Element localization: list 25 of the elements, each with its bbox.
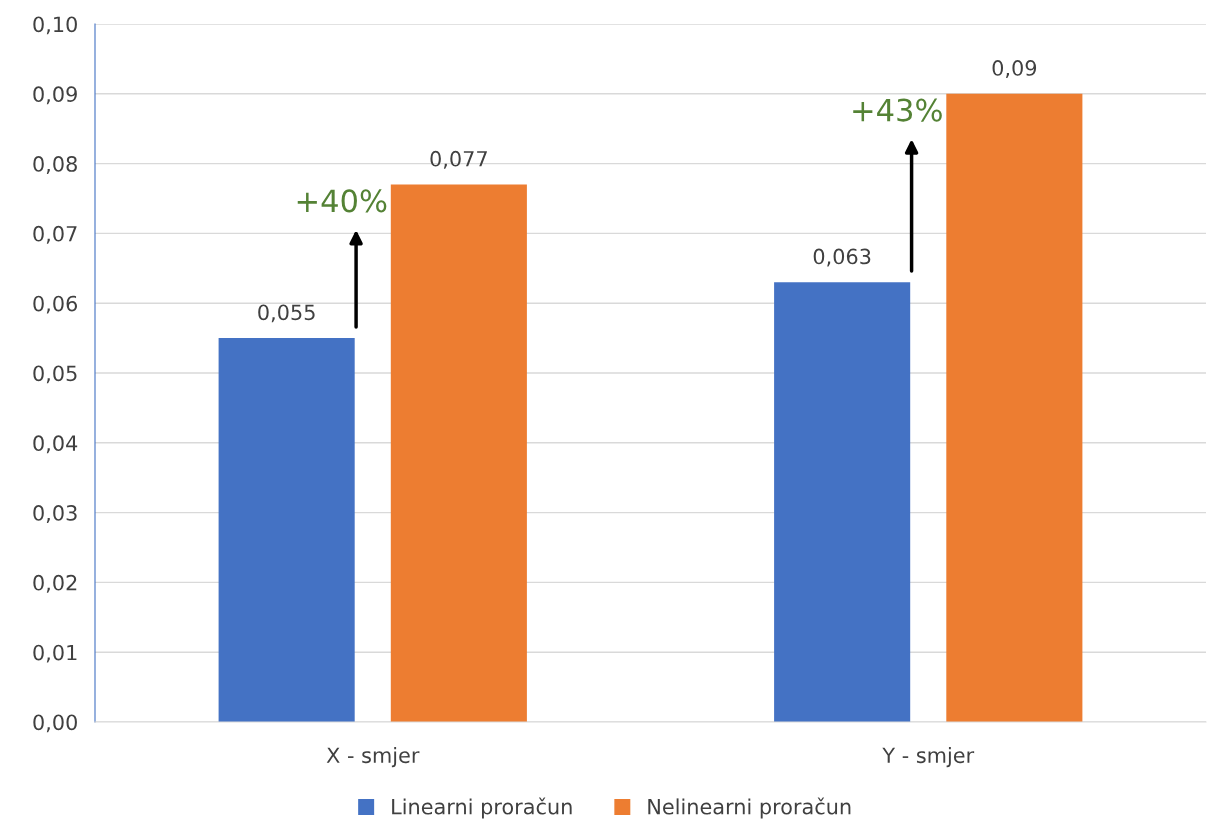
legend-label: Linearni proračun — [392, 797, 572, 819]
y-tick-label: 0,02 — [33, 574, 77, 593]
y-tick-label: 0,00 — [33, 714, 77, 733]
x-tick-label: Y - smjer — [882, 747, 975, 768]
y-tick-label: 0,10 — [33, 16, 77, 35]
y-tick-label: 0,04 — [33, 435, 78, 454]
x-tick-label: X - smjer — [326, 747, 420, 768]
y-tick-label: 0,06 — [33, 295, 78, 314]
y-tick-label: 0,09 — [33, 86, 77, 105]
bar — [946, 93, 1083, 722]
legend-label: Nelinearni proračun — [648, 797, 851, 819]
data-label: 0,09 — [992, 60, 1037, 78]
y-tick-label: 0,01 — [33, 644, 77, 663]
y-tick-label: 0,05 — [33, 365, 77, 384]
y-tick-label: 0,03 — [33, 505, 77, 523]
annotation: +40% — [297, 189, 387, 213]
data-label: 0,077 — [430, 150, 487, 169]
y-tick-label: 0,07 — [33, 225, 77, 244]
annotation: +43% — [853, 98, 942, 122]
bar — [774, 282, 911, 722]
bar — [218, 338, 355, 722]
bar — [390, 184, 527, 722]
data-label: 0,055 — [258, 304, 315, 323]
y-tick-label: 0,08 — [33, 156, 77, 174]
data-label: 0,063 — [813, 248, 871, 267]
